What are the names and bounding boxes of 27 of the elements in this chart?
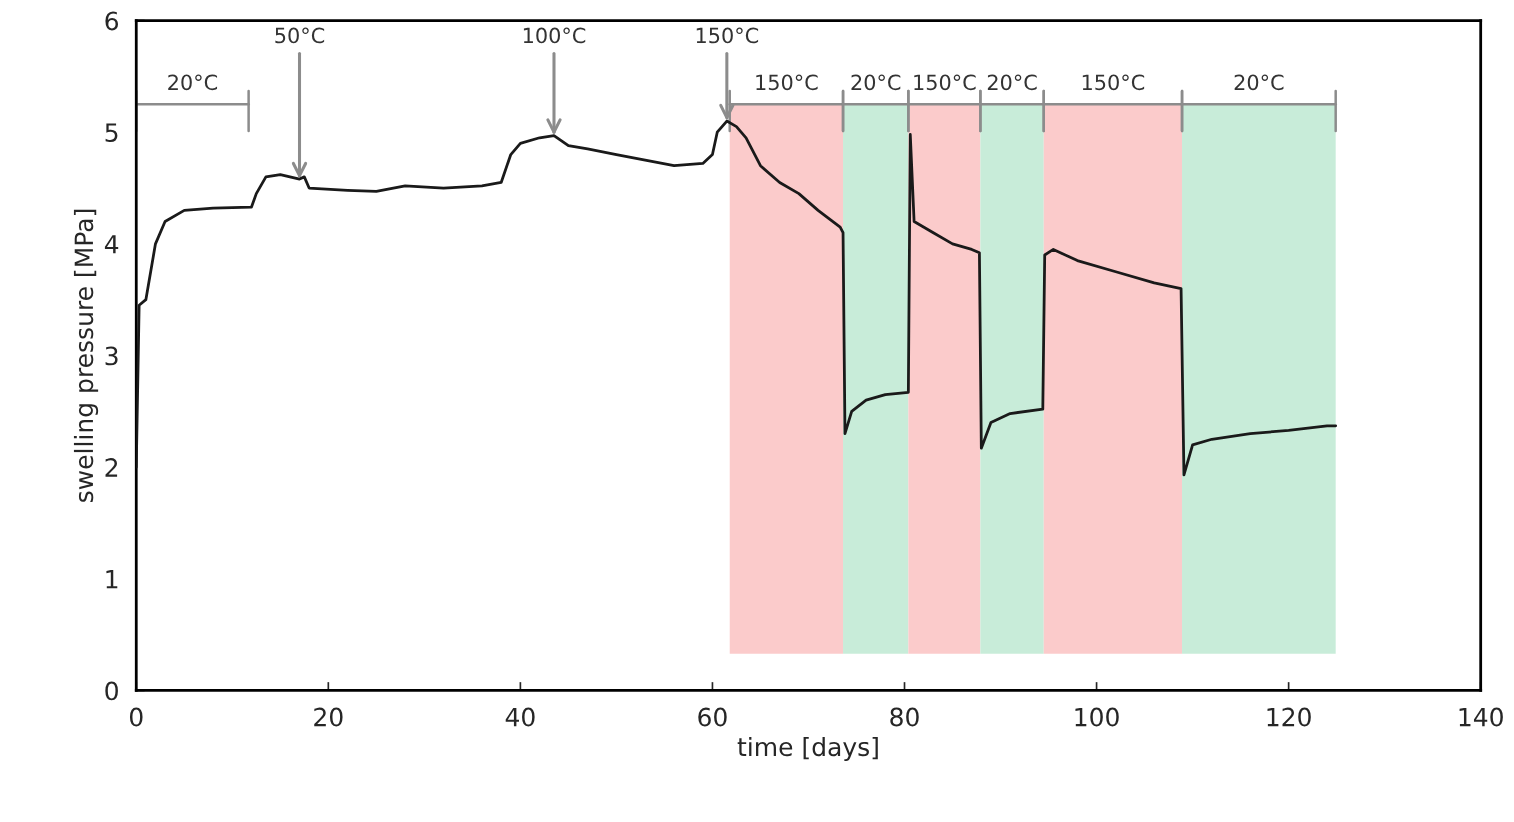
y-tick-label: 2: [105, 458, 118, 477]
x-tick-label: 120: [1267, 707, 1311, 727]
y-tick-label: 1: [106, 570, 118, 589]
annotation: 50°C: [275, 27, 325, 44]
band-label: 20°C: [851, 74, 901, 91]
x-tick-label: 100: [1075, 707, 1119, 727]
y-tick-label: 4: [104, 235, 119, 254]
y-tick-label: 3: [105, 346, 118, 366]
band-label: 150°C: [1082, 74, 1145, 91]
y-tick-label: 0: [105, 681, 118, 701]
band-label: 20°C: [1234, 74, 1284, 91]
x-tick-label: 60: [698, 707, 727, 727]
x-tick-label: 0: [129, 707, 143, 727]
y-axis-title: swelling pressure [MPa]: [73, 209, 99, 502]
annotation: 100°C: [523, 27, 586, 44]
band-label: 20°C: [987, 74, 1037, 91]
y-tick-label: 5: [105, 123, 118, 143]
x-axis-title: time [days]: [737, 736, 878, 762]
band-label: 150°C: [756, 74, 818, 91]
x-tick-label: 80: [890, 707, 919, 727]
x-tick-label: 140: [1459, 707, 1503, 727]
x-tick-label: 40: [505, 707, 535, 727]
band-label: 150°C: [914, 74, 976, 91]
x-tick-label: 20: [314, 707, 343, 727]
y-tick-label: 6: [105, 11, 119, 31]
annotation: 150°C: [696, 27, 759, 44]
band-label: 20°C: [168, 74, 218, 91]
